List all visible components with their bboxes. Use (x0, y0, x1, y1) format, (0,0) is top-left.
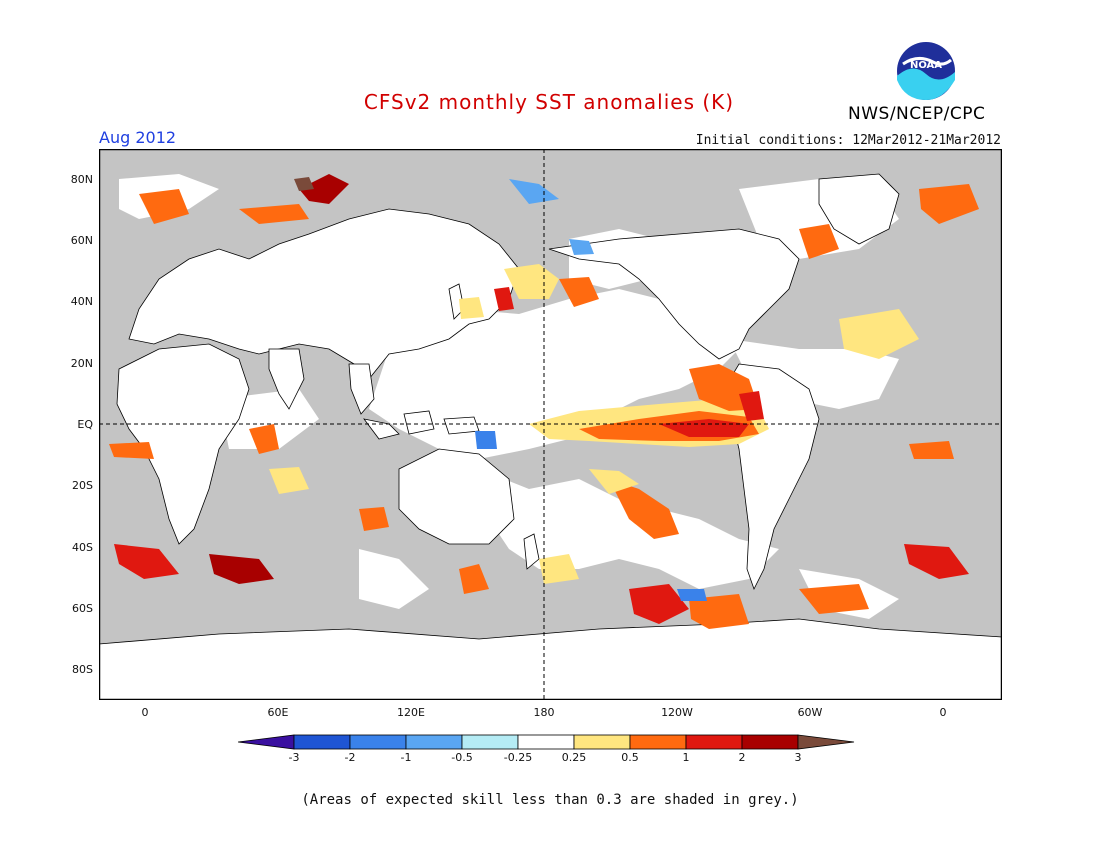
lon-label: 180 (533, 706, 555, 719)
colorbar-segment (685, 734, 743, 750)
forecast-month: Aug 2012 (99, 128, 177, 147)
lat-label: 40N (70, 295, 93, 308)
colorbar-label: 3 (794, 751, 802, 764)
colorbar-label: -1 (400, 751, 412, 764)
lat-label: 60S (72, 602, 93, 615)
colorbar (238, 734, 855, 750)
anomaly-patches (109, 174, 979, 629)
colorbar-segment (573, 734, 631, 750)
colorbar-label: 0.5 (621, 751, 639, 764)
noaa-logo-text: NOAA (910, 60, 942, 71)
colorbar-label: -2 (344, 751, 356, 764)
colorbar-label: 0.25 (561, 751, 587, 764)
colorbar-segment (741, 734, 799, 750)
lat-label: 20S (72, 479, 93, 492)
map-frame (99, 149, 1002, 700)
colorbar-segment (293, 734, 351, 750)
colorbar-arrow-high (797, 734, 855, 750)
lat-label: 80S (72, 663, 93, 676)
colorbar-label: -0.25 (503, 751, 533, 764)
colorbar-segment (349, 734, 407, 750)
colorbar-label: -0.5 (451, 751, 473, 764)
colorbar-segment (517, 734, 575, 750)
colorbar-segment (629, 734, 687, 750)
initial-conditions: Initial conditions: 12Mar2012-21Mar2012 (695, 133, 1001, 148)
lon-label: 60E (267, 706, 289, 719)
lat-label: 40S (72, 541, 93, 554)
colorbar-label: -3 (288, 751, 300, 764)
colorbar-label: 1 (682, 751, 690, 764)
skill-footnote: (Areas of expected skill less than 0.3 a… (301, 792, 799, 808)
lat-label: 60N (70, 234, 93, 247)
colorbar-segment (405, 734, 463, 750)
noaa-logo-icon: NOAA (897, 42, 955, 100)
colorbar-segment (461, 734, 519, 750)
colorbar-label: 2 (738, 751, 746, 764)
lat-label: EQ (77, 418, 93, 431)
sst-anomaly-map (99, 149, 1002, 700)
lon-label: 0 (939, 706, 947, 719)
lat-label: 80N (70, 173, 93, 186)
lon-label: 120E (397, 706, 425, 719)
lon-label: 0 (141, 706, 149, 719)
agency-label: NWS/NCEP/CPC (848, 104, 986, 124)
lon-label: 60W (797, 706, 823, 719)
chart-title: CFSv2 monthly SST anomalies (K) (363, 90, 735, 114)
lat-label: 20N (70, 357, 93, 370)
colorbar-arrow-low (238, 734, 295, 750)
lon-label: 120W (661, 706, 693, 719)
